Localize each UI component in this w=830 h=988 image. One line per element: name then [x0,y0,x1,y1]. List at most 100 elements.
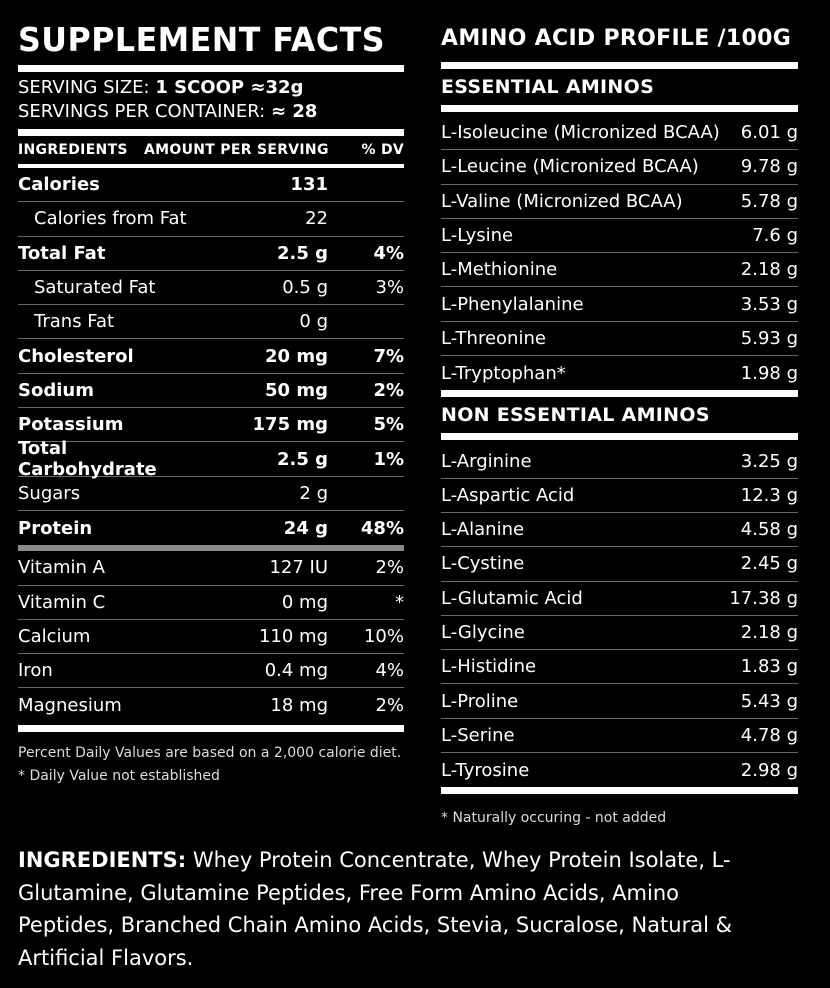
nutrient-row: Sugars 2 g [18,477,404,511]
essential-aminos-title: ESSENTIAL AMINOS [441,76,655,98]
nutrient-amount: 0.5 g [282,277,328,299]
header-dv: % DV [361,142,404,158]
amino-value: 1.83 g [740,656,798,678]
amino-footnote: * Naturally occuring - not added [441,810,667,827]
nutrient-dv: 48% [360,517,404,539]
vitamin-row: Iron 0.4 mg 4% [18,654,404,689]
divider-thick [441,433,798,441]
vitamin-row: Vitamin A 127 IU 2% [18,551,404,586]
amino-acid-panel: AMINO ACID PROFILE /100G ESSENTIAL AMINO… [441,20,798,826]
nutrient-name: Protein [18,517,93,539]
vitamin-dv: 4% [375,660,404,682]
nutrient-dv: 7% [373,345,404,367]
nutrient-name: Total Carbohydrate [18,438,157,481]
amino-value: 2.45 g [740,553,798,575]
amino-row: L-Methionine 2.18 g [441,253,798,288]
amino-name: L-Tryptophan* [441,362,566,384]
header-amount: AMOUNT PER SERVING [144,142,329,158]
vitamin-rows: Vitamin A 127 IU 2% Vitamin C 0 mg * Calcium 11… [18,551,404,722]
amino-row: L-Tryptophan* 1.98 g [441,356,798,390]
nutrient-dv: 4% [373,242,404,264]
amino-name: L-Methionine [441,259,558,281]
amino-value: 2.18 g [740,259,798,281]
serving-size-label: SERVING SIZE: [18,77,150,98]
amino-value: 4.78 g [740,724,798,746]
amino-row: L-Glutamic Acid 17.38 g [441,582,798,616]
nutrient-name: Sodium [18,379,94,401]
nutrient-amount: 0 g [299,311,328,333]
nutrient-row: Total Fat 2.5 g 4% [18,237,404,271]
nutrient-name: Potassium [18,414,124,436]
nonessential-aminos-title: NON ESSENTIAL AMINOS [441,404,710,427]
amino-row: L-Lysine 7.6 g [441,219,798,254]
nutrient-row: Sodium 50 mg 2% [18,374,404,409]
nutrient-name: Total Fat [18,242,106,264]
nutrient-name: Calories [18,174,100,196]
amino-name: L-Serine [441,724,515,746]
amino-value: 5.78 g [740,190,798,212]
nutrient-name: Trans Fat [34,311,115,333]
amino-name: L-Glycine [441,622,525,643]
amino-row: L-Histidine 1.83 g [441,650,798,685]
servings-per-container: SERVINGS PER CONTAINER: ≈ 28 [18,100,404,124]
vitamin-row: Vitamin C 0 mg * [18,586,404,620]
nutrient-row: Calories 131 [18,168,404,203]
amino-value: 3.53 g [740,293,798,315]
header-ingredients: INGREDIENTS [18,142,128,158]
divider-mid [18,164,404,168]
amino-value: 6.01 g [740,122,798,144]
amino-value: 3.25 g [740,450,798,472]
amino-name: L-Phenylalanine [441,293,584,315]
amino-value: 9.78 g [740,156,798,178]
nutrient-name: Cholesterol [18,345,134,367]
vitamin-row: Magnesium 18 mg 2% [18,688,404,722]
amino-row: L-Tyrosine 2.98 g [441,753,798,787]
divider-thick [441,390,798,398]
amino-value: 2.98 g [740,759,798,781]
amino-name: L-Isoleucine (Micronized BCAA) [441,122,720,144]
nutrient-row: Protein 24 g 48% [18,511,404,545]
amino-row: L-Glycine 2.18 g [441,616,798,651]
amino-row: L-Proline 5.43 g [441,684,798,719]
footnote-not-established: * Daily Value not established [18,767,220,784]
serving-size: SERVING SIZE: 1 SCOOP ≈32g [18,76,404,100]
serving-size-value: 1 SCOOP ≈32g [155,77,304,98]
nutrient-row: Trans Fat 0 g [18,305,404,340]
vitamin-name: Vitamin A [18,557,105,579]
vitamin-dv: 2% [375,695,404,717]
ingredients-text: Whey Protein Concentrate, Whey Protein I… [18,848,732,970]
vitamin-name: Magnesium [18,695,122,717]
divider-thick [18,724,404,732]
amino-value: 12.3 g [740,484,798,506]
amino-row: L-Aspartic Acid 12.3 g [441,479,798,513]
divider-gray [18,545,404,552]
nutrient-row: Cholesterol 20 mg 7% [18,339,404,374]
servings-value: ≈ 28 [270,101,318,122]
nutrient-amount: 2 g [299,482,328,504]
divider-thick [441,787,798,795]
servings-label: SERVINGS PER CONTAINER: [18,101,266,122]
nutrient-row: Potassium 175 mg 5% [18,408,404,443]
amino-row: L-Alanine 4.58 g [441,513,798,548]
nutrient-amount: 50 mg [265,379,328,401]
amino-row: L-Phenylalanine 3.53 g [441,287,798,322]
amino-row: L-Valine (Micronized BCAA) 5.78 g [441,185,798,219]
amino-row: L-Cystine 2.45 g [441,547,798,582]
vitamin-name: Iron [18,660,53,682]
divider-thick [18,65,404,72]
amino-name: L-Valine (Micronized BCAA) [441,190,683,212]
ingredients-label: INGREDIENTS: [18,848,187,872]
amino-name: L-Threonine [441,327,546,349]
nutrient-name: Saturated Fat [34,277,156,299]
amino-value: 5.43 g [740,690,798,712]
table-header: INGREDIENTS AMOUNT PER SERVING % DV [18,136,404,164]
nutrient-dv: 5% [373,414,404,436]
vitamin-dv: 2% [375,557,404,579]
vitamin-amount: 0 mg [281,591,328,613]
nutrient-amount: 20 mg [265,345,328,367]
essential-amino-rows: L-Isoleucine (Micronized BCAA) 6.01 g L-Le… [441,116,798,390]
amino-row: L-Threonine 5.93 g [441,322,798,357]
amino-row: L-Isoleucine (Micronized BCAA) 6.01 g [441,116,798,151]
amino-name: L-Histidine [441,656,537,678]
nonessential-amino-rows: L-Arginine 3.25 g L-Aspartic Acid 12.3 g L-A… [441,444,798,787]
